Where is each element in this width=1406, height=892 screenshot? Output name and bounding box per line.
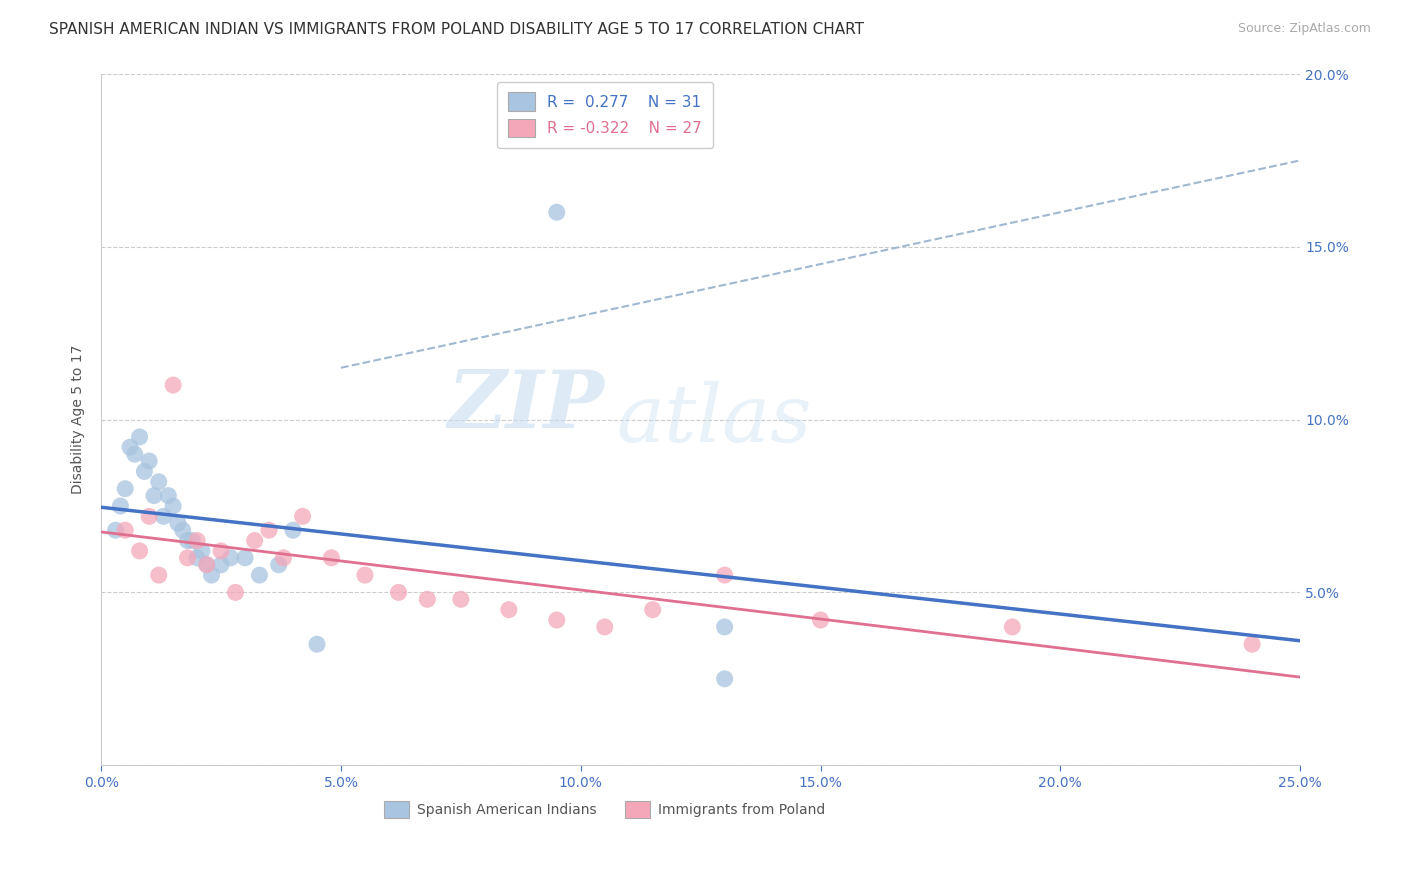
Point — [713, 672, 735, 686]
Point — [416, 592, 439, 607]
Point — [138, 509, 160, 524]
Point — [134, 465, 156, 479]
Point — [498, 602, 520, 616]
Point — [291, 509, 314, 524]
Point — [104, 523, 127, 537]
Point — [148, 568, 170, 582]
Text: SPANISH AMERICAN INDIAN VS IMMIGRANTS FROM POLAND DISABILITY AGE 5 TO 17 CORRELA: SPANISH AMERICAN INDIAN VS IMMIGRANTS FR… — [49, 22, 865, 37]
Point — [195, 558, 218, 572]
Point — [713, 620, 735, 634]
Point — [219, 550, 242, 565]
Point — [321, 550, 343, 565]
Point — [128, 430, 150, 444]
Point — [162, 499, 184, 513]
Point — [157, 489, 180, 503]
Point — [200, 568, 222, 582]
Point — [176, 550, 198, 565]
Point — [114, 523, 136, 537]
Point — [209, 558, 232, 572]
Point — [148, 475, 170, 489]
Point — [387, 585, 409, 599]
Point — [186, 550, 208, 565]
Point — [281, 523, 304, 537]
Point — [124, 447, 146, 461]
Point — [195, 558, 218, 572]
Point — [810, 613, 832, 627]
Point — [176, 533, 198, 548]
Point — [118, 440, 141, 454]
Y-axis label: Disability Age 5 to 17: Disability Age 5 to 17 — [72, 345, 86, 494]
Point — [209, 544, 232, 558]
Point — [243, 533, 266, 548]
Point — [273, 550, 295, 565]
Point — [128, 544, 150, 558]
Point — [450, 592, 472, 607]
Point — [114, 482, 136, 496]
Point — [641, 602, 664, 616]
Point — [354, 568, 377, 582]
Text: Source: ZipAtlas.com: Source: ZipAtlas.com — [1237, 22, 1371, 36]
Point — [167, 516, 190, 531]
Point — [305, 637, 328, 651]
Point — [593, 620, 616, 634]
Point — [1001, 620, 1024, 634]
Text: atlas: atlas — [617, 381, 813, 458]
Point — [162, 378, 184, 392]
Point — [713, 568, 735, 582]
Point — [224, 585, 246, 599]
Text: ZIP: ZIP — [449, 367, 605, 444]
Point — [110, 499, 132, 513]
Point — [546, 205, 568, 219]
Point — [233, 550, 256, 565]
Point — [191, 544, 214, 558]
Point — [172, 523, 194, 537]
Point — [249, 568, 271, 582]
Point — [267, 558, 290, 572]
Legend: Spanish American Indians, Immigrants from Poland: Spanish American Indians, Immigrants fro… — [378, 796, 831, 824]
Point — [181, 533, 204, 548]
Point — [138, 454, 160, 468]
Point — [1241, 637, 1264, 651]
Point — [257, 523, 280, 537]
Point — [152, 509, 174, 524]
Point — [186, 533, 208, 548]
Point — [546, 613, 568, 627]
Point — [143, 489, 166, 503]
